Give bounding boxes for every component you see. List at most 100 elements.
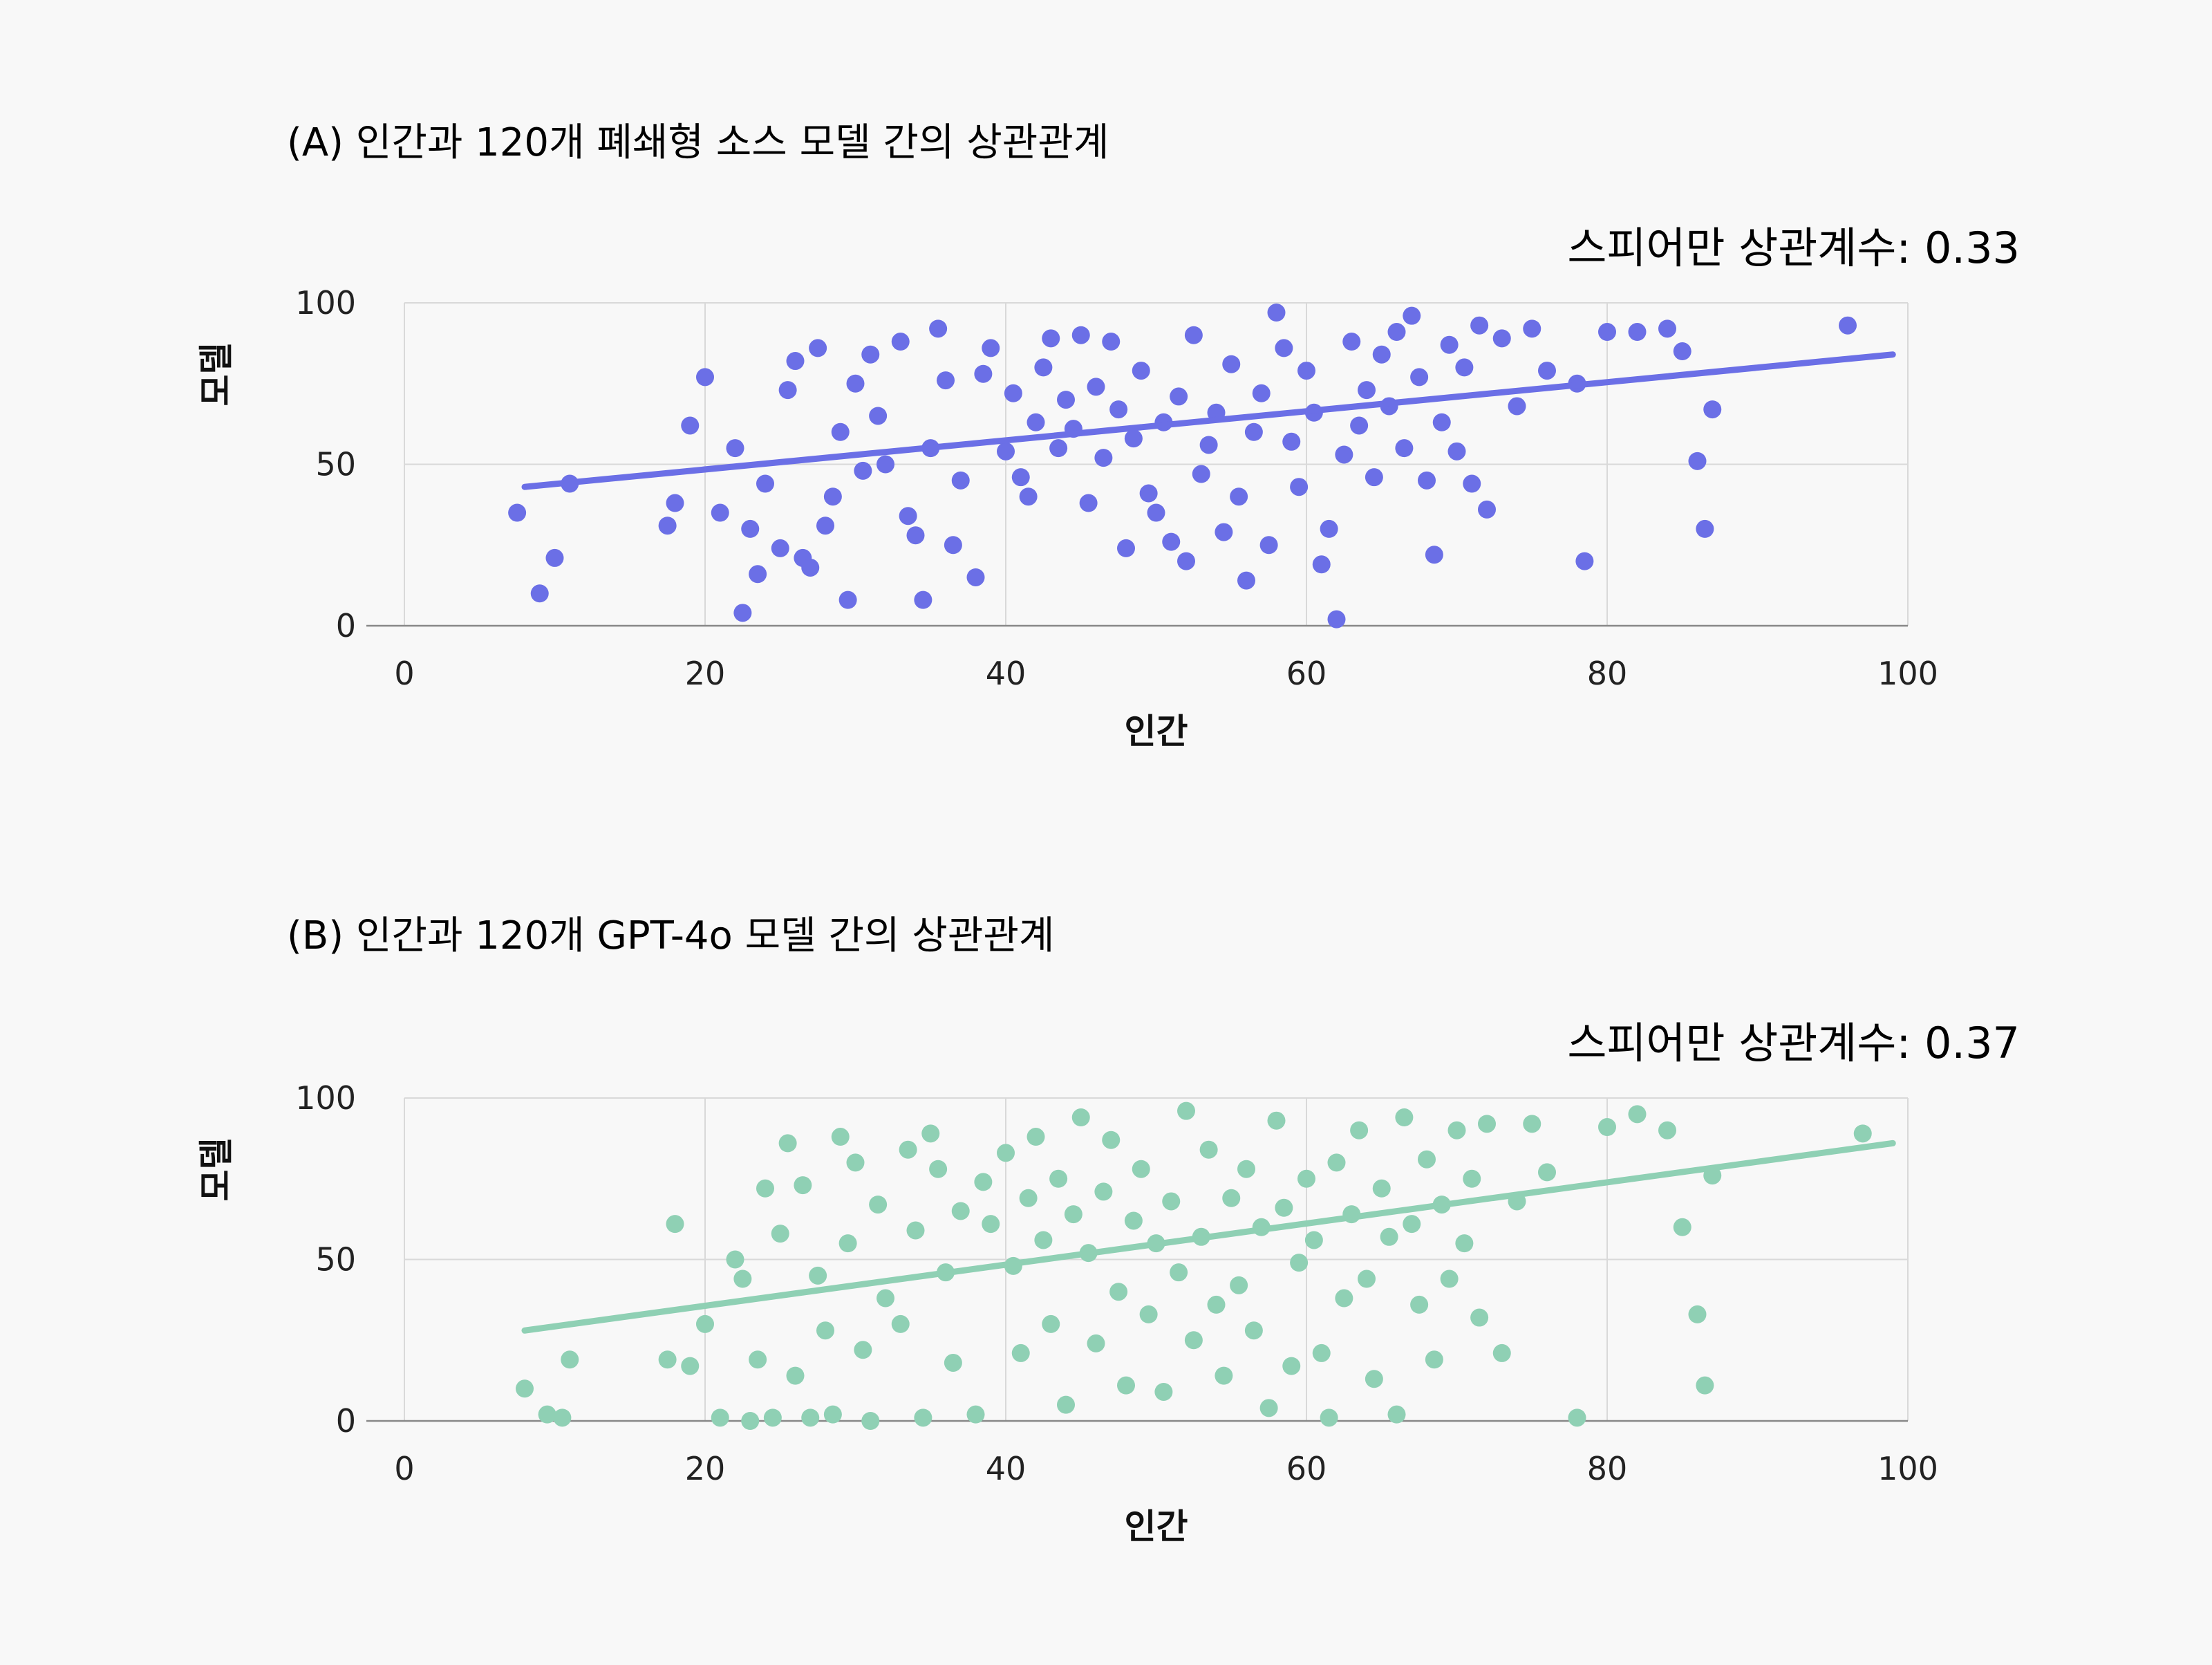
data-point xyxy=(1673,1218,1691,1236)
data-point xyxy=(1327,1153,1346,1172)
data-point xyxy=(1124,1211,1143,1230)
data-point xyxy=(1042,329,1060,348)
data-point xyxy=(974,364,993,383)
data-point xyxy=(914,590,932,609)
data-point xyxy=(1259,1399,1278,1417)
data-point xyxy=(1049,1169,1068,1188)
data-point xyxy=(1387,1405,1406,1424)
trend-line xyxy=(521,351,1896,490)
data-point xyxy=(1673,342,1691,361)
data-point xyxy=(681,416,700,435)
data-point xyxy=(838,590,857,609)
data-point xyxy=(741,1412,760,1430)
data-point xyxy=(1598,1118,1616,1137)
data-point xyxy=(854,461,872,480)
data-point xyxy=(1087,1334,1105,1352)
data-point xyxy=(538,1405,556,1424)
data-point xyxy=(696,368,714,387)
data-point xyxy=(1177,1101,1195,1120)
data-point xyxy=(891,333,910,351)
data-point xyxy=(823,1405,842,1424)
data-point xyxy=(1252,384,1271,402)
data-point xyxy=(869,407,888,425)
data-point xyxy=(1011,468,1030,487)
data-point xyxy=(1244,1321,1263,1340)
data-point xyxy=(1297,1169,1315,1188)
data-point xyxy=(756,474,774,493)
data-point xyxy=(1109,400,1128,419)
x-tick-label: 80 xyxy=(1587,655,1628,692)
data-point xyxy=(1395,439,1414,458)
data-point xyxy=(741,519,760,538)
data-point xyxy=(1019,1189,1038,1207)
data-point xyxy=(944,536,962,555)
data-point xyxy=(1478,500,1496,519)
data-point xyxy=(1312,555,1331,574)
data-point xyxy=(1523,1115,1541,1133)
x-tick-label: 80 xyxy=(1587,1450,1628,1487)
data-point xyxy=(1703,400,1722,419)
data-point xyxy=(733,604,752,622)
data-point xyxy=(778,381,797,400)
data-point xyxy=(1410,1295,1429,1314)
data-point xyxy=(1335,1289,1353,1308)
data-point xyxy=(1463,474,1481,493)
data-point xyxy=(1628,323,1647,342)
data-point xyxy=(921,1124,940,1143)
data-point xyxy=(951,471,970,490)
data-point xyxy=(726,1250,744,1269)
data-point xyxy=(1170,1263,1188,1282)
data-point xyxy=(1350,416,1369,435)
data-point xyxy=(1304,1231,1323,1249)
data-point xyxy=(1109,1283,1128,1301)
data-point xyxy=(1342,333,1361,351)
data-point xyxy=(1215,1366,1233,1385)
data-point xyxy=(1372,1179,1391,1198)
data-point xyxy=(763,1408,782,1427)
data-point xyxy=(1222,355,1241,373)
data-point xyxy=(711,1408,729,1427)
x-tick-label: 20 xyxy=(685,655,726,692)
x-tick-label: 40 xyxy=(986,655,1027,692)
x-tick-label: 20 xyxy=(685,1450,726,1487)
data-point xyxy=(1019,487,1038,506)
data-point xyxy=(1568,1408,1586,1427)
data-point xyxy=(1425,1350,1443,1369)
data-point xyxy=(1523,319,1541,338)
data-point xyxy=(982,1215,1000,1234)
data-point xyxy=(794,1176,812,1195)
data-point xyxy=(1470,1308,1489,1327)
data-point xyxy=(1658,1121,1676,1140)
data-point xyxy=(951,1202,970,1220)
data-point xyxy=(1244,422,1263,441)
data-point xyxy=(1267,304,1286,322)
data-point xyxy=(1004,384,1022,402)
data-point xyxy=(658,517,677,535)
y-axis-label: 모델 xyxy=(196,1138,236,1202)
data-point xyxy=(1508,397,1526,416)
data-point xyxy=(666,1215,684,1234)
data-point xyxy=(1358,381,1376,400)
data-point xyxy=(1199,1140,1218,1159)
data-point xyxy=(1199,436,1218,454)
data-point xyxy=(786,352,805,371)
data-point xyxy=(545,548,564,567)
data-point xyxy=(846,374,865,393)
data-point xyxy=(1071,326,1090,344)
y-tick-label: 50 xyxy=(315,446,356,483)
data-point xyxy=(861,1412,880,1430)
data-point xyxy=(1478,1115,1496,1133)
data-point xyxy=(1447,442,1466,461)
data-point xyxy=(1440,1269,1459,1288)
data-point xyxy=(1071,1108,1090,1127)
data-point xyxy=(1410,368,1429,387)
data-point xyxy=(1658,319,1676,338)
data-point xyxy=(1335,445,1353,464)
y-axis-label: 모델 xyxy=(196,343,236,407)
data-point xyxy=(666,494,684,512)
data-point xyxy=(1297,362,1315,380)
data-point xyxy=(1628,1105,1647,1124)
chart-title: (A) 인간과 120개 폐쇄형 소스 모델 간의 상관관계 xyxy=(287,120,1109,165)
